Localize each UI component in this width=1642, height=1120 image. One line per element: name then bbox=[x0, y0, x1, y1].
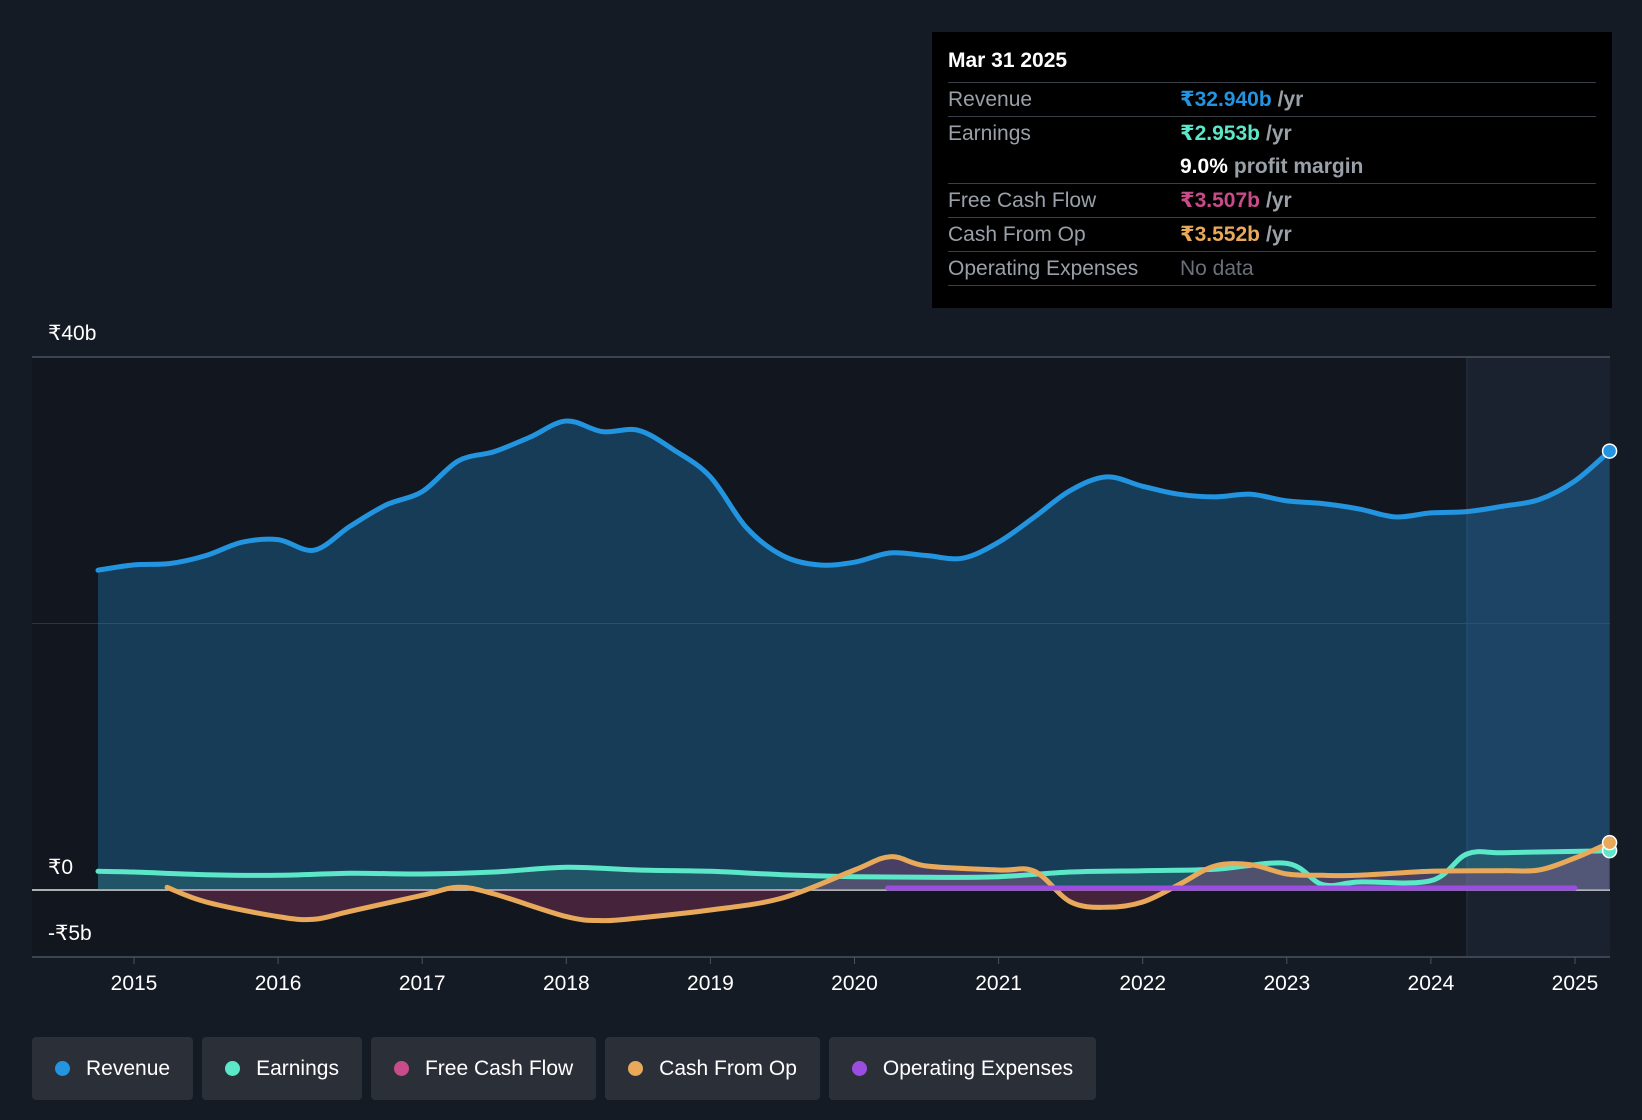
legend-dot-icon bbox=[851, 1061, 867, 1076]
legend-item-free-cash-flow[interactable]: Free Cash Flow bbox=[370, 1037, 597, 1100]
tooltip-row: Earnings ₹2.953b/yr bbox=[948, 117, 1596, 150]
tooltip-row-value: No data bbox=[1180, 256, 1254, 280]
tooltip-row-value: ₹3.507b bbox=[1180, 189, 1260, 212]
tooltip-row-label: Operating Expenses bbox=[948, 256, 1139, 280]
legend-item-cash-from-op[interactable]: Cash From Op bbox=[605, 1037, 820, 1100]
tooltip-row-value: ₹2.953b bbox=[1180, 122, 1260, 145]
tooltip-row-unit: profit margin bbox=[1233, 154, 1364, 178]
tooltip-row: Revenue ₹32.940b/yr bbox=[948, 83, 1596, 117]
area-revenue bbox=[98, 420, 1610, 890]
tooltip-row: Free Cash Flow ₹3.507b/yr bbox=[948, 184, 1596, 218]
plot-area bbox=[32, 357, 1610, 957]
chart: ₹40b₹0-₹5b 2015 2016 2017 2018 2019 2020 2021 2… bbox=[32, 322, 1618, 995]
x-tick-label: 2024 bbox=[1408, 972, 1455, 995]
area-free-cash-flow bbox=[167, 843, 1610, 921]
line-cash-from-op bbox=[164, 840, 1613, 924]
x-axis-labels: 2015 2016 2017 2018 2019 2020 2021 2022 2023 2024… bbox=[111, 957, 1599, 995]
marker-cash-from-op bbox=[1601, 834, 1618, 851]
tooltip-row-unit: /yr bbox=[1277, 87, 1304, 111]
tooltip-date: Mar 31 2025 bbox=[948, 46, 1596, 83]
marker-revenue bbox=[1601, 443, 1618, 459]
legend-label: Operating Expenses bbox=[882, 1056, 1074, 1080]
legend-label: Earnings bbox=[256, 1056, 339, 1080]
x-tick-label: 2025 bbox=[1552, 972, 1599, 995]
tooltip-row-unit: /yr bbox=[1266, 121, 1292, 145]
legend-label: Cash From Op bbox=[659, 1056, 797, 1080]
tooltip-panel: Mar 31 2025 Revenue ₹32.940b/yr Earnings ₹2… bbox=[932, 32, 1612, 308]
x-tick-label: 2023 bbox=[1263, 972, 1310, 995]
end-markers bbox=[1601, 443, 1618, 859]
x-tick-label: 2019 bbox=[687, 972, 734, 995]
tooltip-row-label: Revenue bbox=[948, 87, 1033, 111]
x-tick-label: 2016 bbox=[255, 972, 302, 995]
line-revenue bbox=[95, 418, 1613, 573]
line-earnings bbox=[95, 848, 1613, 889]
x-tick-label: 2017 bbox=[399, 972, 446, 995]
legend-label: Free Cash Flow bbox=[424, 1056, 574, 1080]
tooltip-row-value: ₹3.552b bbox=[1180, 223, 1260, 246]
legend-dot-icon bbox=[628, 1061, 644, 1076]
x-tick-label: 2021 bbox=[975, 972, 1022, 995]
x-tick-label: 2018 bbox=[543, 972, 590, 995]
series-areas bbox=[98, 420, 1610, 921]
legend: Revenue Earnings Free Cash Flow Cash From O… bbox=[32, 1037, 1097, 1100]
legend-dot-icon bbox=[393, 1061, 409, 1076]
y-tick-label: -₹5b bbox=[48, 922, 92, 945]
legend-item-revenue[interactable]: Revenue bbox=[32, 1037, 194, 1100]
tooltip-row: Cash From Op ₹3.552b/yr bbox=[948, 218, 1596, 252]
tooltip-row-label: Free Cash Flow bbox=[948, 188, 1097, 212]
tooltip-row-label: Cash From Op bbox=[948, 222, 1086, 246]
series-lines bbox=[95, 418, 1613, 924]
forecast-region bbox=[1466, 357, 1610, 957]
area-earnings bbox=[98, 850, 1610, 890]
x-tick-label: 2020 bbox=[831, 972, 878, 995]
legend-item-earnings[interactable]: Earnings bbox=[202, 1037, 362, 1100]
y-tick-label: ₹40b bbox=[48, 322, 96, 345]
tooltip-row-unit: /yr bbox=[1266, 188, 1292, 212]
tooltip-row: Operating Expenses No data bbox=[948, 252, 1596, 286]
tooltip-row-value: 9.0% bbox=[1180, 154, 1228, 178]
legend-dot-icon bbox=[225, 1061, 241, 1076]
tooltip-rows: Revenue ₹32.940b/yr Earnings ₹2.953b/yr 9.0%… bbox=[948, 83, 1596, 286]
legend-dot-icon bbox=[55, 1061, 70, 1076]
y-axis-labels: ₹40b ₹0 -₹5b bbox=[48, 322, 96, 945]
legend-label: Revenue bbox=[86, 1056, 171, 1080]
tooltip-row-label: Earnings bbox=[948, 121, 1031, 145]
tooltip-row-unit: /yr bbox=[1266, 222, 1292, 246]
legend-item-operating-expenses[interactable]: Operating Expenses bbox=[828, 1037, 1097, 1100]
x-tick-label: 2022 bbox=[1119, 972, 1166, 995]
y-tick-label: ₹0 bbox=[48, 856, 73, 879]
x-tick-label: 2015 bbox=[111, 972, 158, 995]
tooltip-row-value: ₹32.940b bbox=[1180, 88, 1272, 111]
plot-background bbox=[32, 357, 1610, 957]
tooltip-row: 9.0% profit margin bbox=[948, 150, 1596, 184]
